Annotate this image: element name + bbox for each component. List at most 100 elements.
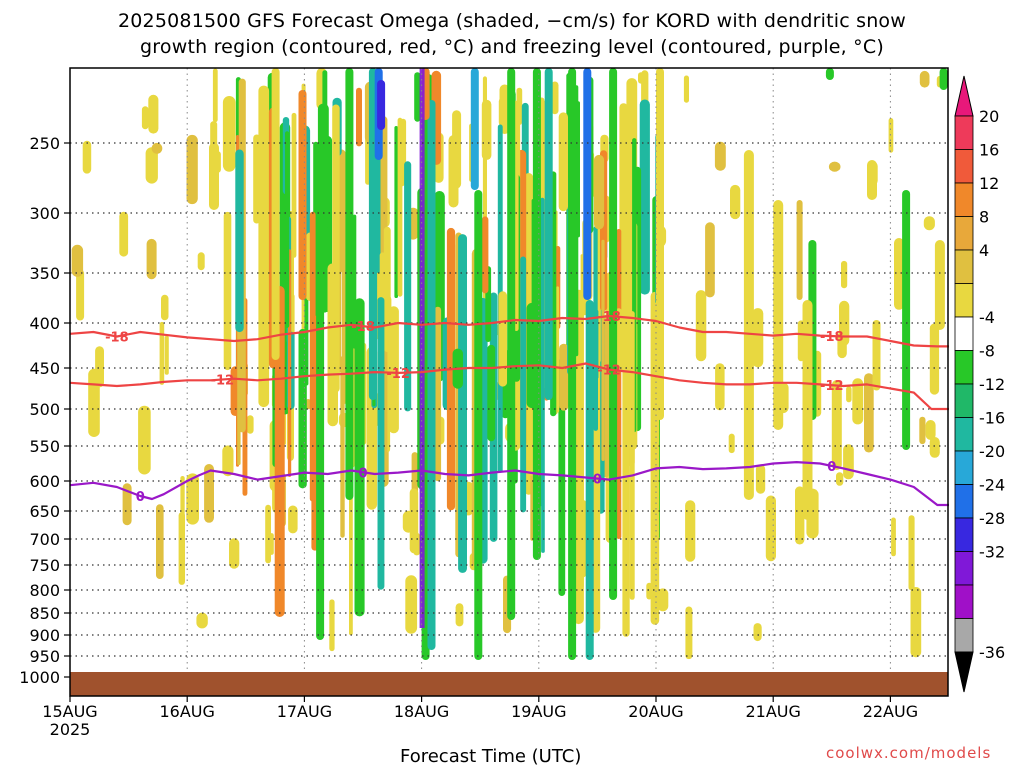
omega-cell	[520, 256, 527, 513]
y-tick-label: 600	[29, 472, 60, 491]
contour-label: 0	[593, 473, 602, 488]
colorbar-top-arrow	[954, 75, 974, 117]
plot-frame	[69, 67, 949, 697]
omega-cell	[470, 68, 479, 190]
omega-cell	[146, 238, 157, 280]
omega-cell	[802, 300, 813, 520]
credit-link[interactable]: coolwx.com/models	[826, 744, 992, 762]
omega-cell	[715, 363, 725, 411]
omega-cell	[595, 310, 599, 379]
omega-cell	[929, 323, 940, 395]
omega-cell	[180, 476, 185, 546]
x-tick-label: 20AUG	[628, 702, 683, 721]
x-tick-label: 18AUG	[394, 702, 449, 721]
omega-cell	[82, 140, 92, 174]
omega-cell	[568, 68, 577, 660]
omega-cell	[910, 587, 922, 658]
omega-cell	[888, 118, 894, 153]
omega-cell	[413, 532, 421, 556]
y-tick-label: 1000	[19, 668, 60, 687]
omega-cell	[685, 606, 693, 660]
omega-cell	[755, 464, 766, 494]
omega-cell	[402, 510, 414, 533]
omega-cell	[894, 238, 904, 310]
colorbar-swatch	[954, 182, 974, 217]
omega-cell	[76, 269, 85, 321]
contour-label: -18	[351, 320, 375, 335]
colorbar-swatch	[954, 115, 974, 150]
omega-cell	[119, 211, 129, 257]
omega-cell	[271, 68, 280, 360]
omega-cell	[148, 94, 159, 134]
contour-label: -18	[597, 310, 621, 325]
omega-cell	[852, 378, 864, 425]
omega-cell	[773, 200, 784, 430]
omega-cell	[141, 106, 149, 130]
x-tick-label: 22AUG	[863, 702, 918, 721]
contour-label: -12	[211, 373, 235, 388]
omega-cell	[222, 96, 236, 172]
omega-cell	[752, 308, 764, 368]
omega-cell	[186, 473, 199, 525]
omega-cell	[274, 286, 285, 617]
omega-cell	[285, 131, 290, 328]
omega-cell	[657, 588, 669, 612]
omega-cell	[902, 190, 911, 450]
omega-cell	[925, 420, 936, 440]
omega-cell	[414, 72, 421, 122]
omega-cell	[298, 90, 307, 300]
contour-label: -12	[820, 379, 844, 394]
omega-cell	[458, 234, 467, 573]
omega-cell	[197, 252, 205, 271]
omega-cell	[71, 244, 84, 277]
y-axis: 250 300 350 400 450 500 550 600 650 700 750 800 850 9…	[19, 134, 70, 687]
colorbar-label: -24	[979, 476, 1005, 495]
omega-cell	[583, 68, 592, 300]
omega-cell	[434, 306, 442, 482]
omega-cell	[929, 437, 940, 458]
colorbar-label: -8	[979, 342, 995, 361]
omega-cell	[891, 517, 896, 557]
y-tick-label: 800	[29, 581, 60, 600]
colorbar-swatch	[954, 484, 974, 519]
ground-surface	[70, 672, 948, 696]
x-tick-label: 19AUG	[511, 702, 566, 721]
omega-cell	[498, 291, 508, 387]
colorbar-label: 8	[979, 208, 989, 227]
colorbar-swatch	[954, 417, 974, 452]
contour-label: 0	[358, 466, 367, 481]
colorbar-swatch	[954, 249, 974, 284]
omega-cell	[796, 200, 803, 300]
plot-border	[69, 67, 949, 697]
omega-cell	[383, 226, 391, 352]
omega-cell	[622, 281, 630, 637]
ground-fill	[70, 672, 948, 696]
y-tick-label: 350	[29, 264, 60, 283]
omega-cell	[585, 300, 594, 660]
x-tick-label: 17AUG	[277, 702, 332, 721]
omega-cell	[258, 85, 270, 408]
omega-cell	[164, 335, 169, 375]
contour-label: -12	[597, 364, 621, 379]
colorbar-label: -4	[979, 308, 995, 327]
omega-cell	[507, 68, 516, 620]
colorbar-swatch	[954, 551, 974, 586]
colorbar-label: -36	[979, 643, 1005, 662]
colorbar-swatch	[954, 517, 974, 552]
y-tick-label: 550	[29, 437, 60, 456]
y-tick-label: 300	[29, 204, 60, 223]
omega-cell	[186, 134, 198, 205]
x-tick-label: 15AUG	[42, 702, 97, 721]
contour-line	[69, 314, 949, 348]
omega-cell	[872, 320, 881, 391]
omega-cell	[743, 150, 754, 500]
omega-cell	[639, 99, 650, 295]
omega-cell	[705, 222, 715, 298]
y-tick-label: 500	[29, 400, 60, 419]
omega-cell	[695, 290, 707, 362]
omega-cell	[354, 298, 365, 617]
omega-cell	[95, 346, 104, 388]
omega-cell	[161, 294, 169, 321]
omega-cell	[474, 190, 483, 660]
omega-cell	[540, 197, 545, 488]
